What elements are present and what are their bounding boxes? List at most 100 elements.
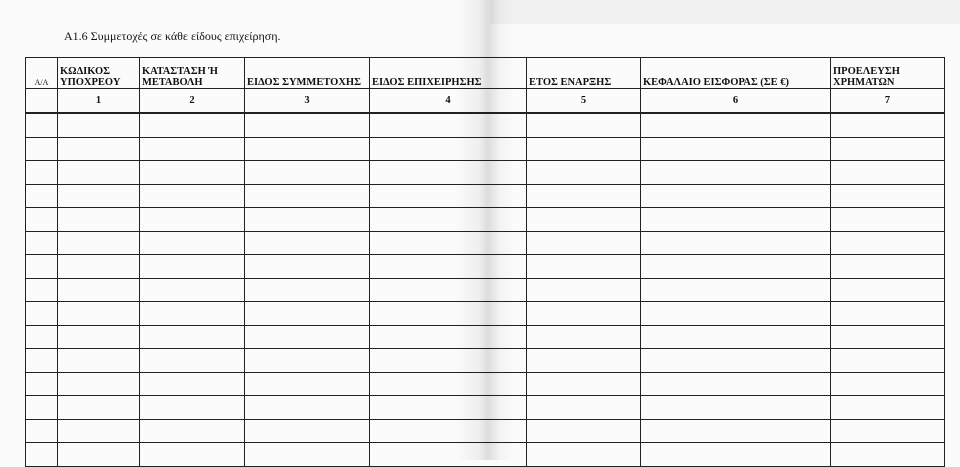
empty-cell[interactable] xyxy=(57,112,140,138)
empty-cell[interactable] xyxy=(640,136,831,161)
empty-cell[interactable] xyxy=(640,254,831,279)
empty-cell[interactable] xyxy=(25,442,58,467)
empty-cell[interactable] xyxy=(830,183,945,208)
empty-cell[interactable] xyxy=(640,348,831,373)
empty-cell[interactable] xyxy=(139,183,245,208)
empty-cell[interactable] xyxy=(640,301,831,326)
empty-cell[interactable] xyxy=(244,442,370,467)
empty-cell[interactable] xyxy=(57,348,140,373)
empty-cell[interactable] xyxy=(139,442,245,467)
empty-cell[interactable] xyxy=(640,324,831,349)
empty-cell[interactable] xyxy=(25,418,58,443)
empty-cell[interactable] xyxy=(830,324,945,349)
empty-cell[interactable] xyxy=(139,324,245,349)
empty-cell[interactable] xyxy=(25,112,58,138)
empty-cell[interactable] xyxy=(526,160,641,185)
empty-cell[interactable] xyxy=(640,160,831,185)
empty-cell[interactable] xyxy=(244,371,370,396)
empty-cell[interactable] xyxy=(57,442,140,467)
empty-cell[interactable] xyxy=(526,254,641,279)
empty-cell[interactable] xyxy=(526,136,641,161)
empty-cell[interactable] xyxy=(369,277,527,302)
empty-cell[interactable] xyxy=(244,112,370,138)
empty-cell[interactable] xyxy=(830,230,945,255)
empty-cell[interactable] xyxy=(57,418,140,443)
empty-cell[interactable] xyxy=(369,160,527,185)
empty-cell[interactable] xyxy=(25,348,58,373)
empty-cell[interactable] xyxy=(244,324,370,349)
empty-cell[interactable] xyxy=(369,207,527,232)
empty-cell[interactable] xyxy=(640,395,831,420)
empty-cell[interactable] xyxy=(526,183,641,208)
empty-cell[interactable] xyxy=(526,301,641,326)
empty-cell[interactable] xyxy=(830,254,945,279)
empty-cell[interactable] xyxy=(57,230,140,255)
empty-cell[interactable] xyxy=(57,160,140,185)
empty-cell[interactable] xyxy=(369,371,527,396)
empty-cell[interactable] xyxy=(25,160,58,185)
empty-cell[interactable] xyxy=(830,207,945,232)
empty-cell[interactable] xyxy=(57,371,140,396)
empty-cell[interactable] xyxy=(369,442,527,467)
empty-cell[interactable] xyxy=(139,418,245,443)
empty-cell[interactable] xyxy=(526,418,641,443)
empty-cell[interactable] xyxy=(244,277,370,302)
empty-cell[interactable] xyxy=(369,230,527,255)
empty-cell[interactable] xyxy=(526,112,641,138)
empty-cell[interactable] xyxy=(369,301,527,326)
empty-cell[interactable] xyxy=(369,395,527,420)
empty-cell[interactable] xyxy=(526,324,641,349)
empty-cell[interactable] xyxy=(830,301,945,326)
empty-cell[interactable] xyxy=(57,207,140,232)
empty-cell[interactable] xyxy=(526,348,641,373)
empty-cell[interactable] xyxy=(640,371,831,396)
empty-cell[interactable] xyxy=(830,160,945,185)
empty-cell[interactable] xyxy=(244,230,370,255)
empty-cell[interactable] xyxy=(244,301,370,326)
empty-cell[interactable] xyxy=(139,395,245,420)
empty-cell[interactable] xyxy=(25,254,58,279)
empty-cell[interactable] xyxy=(369,324,527,349)
empty-cell[interactable] xyxy=(830,136,945,161)
empty-cell[interactable] xyxy=(369,136,527,161)
empty-cell[interactable] xyxy=(640,112,831,138)
empty-cell[interactable] xyxy=(139,301,245,326)
empty-cell[interactable] xyxy=(57,301,140,326)
empty-cell[interactable] xyxy=(640,442,831,467)
empty-cell[interactable] xyxy=(830,277,945,302)
empty-cell[interactable] xyxy=(369,348,527,373)
empty-cell[interactable] xyxy=(25,183,58,208)
empty-cell[interactable] xyxy=(526,442,641,467)
empty-cell[interactable] xyxy=(369,254,527,279)
empty-cell[interactable] xyxy=(57,395,140,420)
empty-cell[interactable] xyxy=(369,183,527,208)
empty-cell[interactable] xyxy=(57,254,140,279)
empty-cell[interactable] xyxy=(25,207,58,232)
empty-cell[interactable] xyxy=(526,371,641,396)
empty-cell[interactable] xyxy=(57,183,140,208)
empty-cell[interactable] xyxy=(244,160,370,185)
empty-cell[interactable] xyxy=(369,112,527,138)
empty-cell[interactable] xyxy=(57,277,140,302)
empty-cell[interactable] xyxy=(244,254,370,279)
empty-cell[interactable] xyxy=(25,230,58,255)
empty-cell[interactable] xyxy=(25,324,58,349)
empty-cell[interactable] xyxy=(830,395,945,420)
empty-cell[interactable] xyxy=(139,136,245,161)
empty-cell[interactable] xyxy=(25,301,58,326)
empty-cell[interactable] xyxy=(244,136,370,161)
empty-cell[interactable] xyxy=(244,348,370,373)
empty-cell[interactable] xyxy=(640,418,831,443)
empty-cell[interactable] xyxy=(244,418,370,443)
empty-cell[interactable] xyxy=(830,418,945,443)
empty-cell[interactable] xyxy=(244,183,370,208)
empty-cell[interactable] xyxy=(139,277,245,302)
empty-cell[interactable] xyxy=(25,136,58,161)
empty-cell[interactable] xyxy=(640,183,831,208)
empty-cell[interactable] xyxy=(244,395,370,420)
empty-cell[interactable] xyxy=(830,442,945,467)
empty-cell[interactable] xyxy=(139,230,245,255)
empty-cell[interactable] xyxy=(139,160,245,185)
empty-cell[interactable] xyxy=(830,371,945,396)
empty-cell[interactable] xyxy=(57,136,140,161)
